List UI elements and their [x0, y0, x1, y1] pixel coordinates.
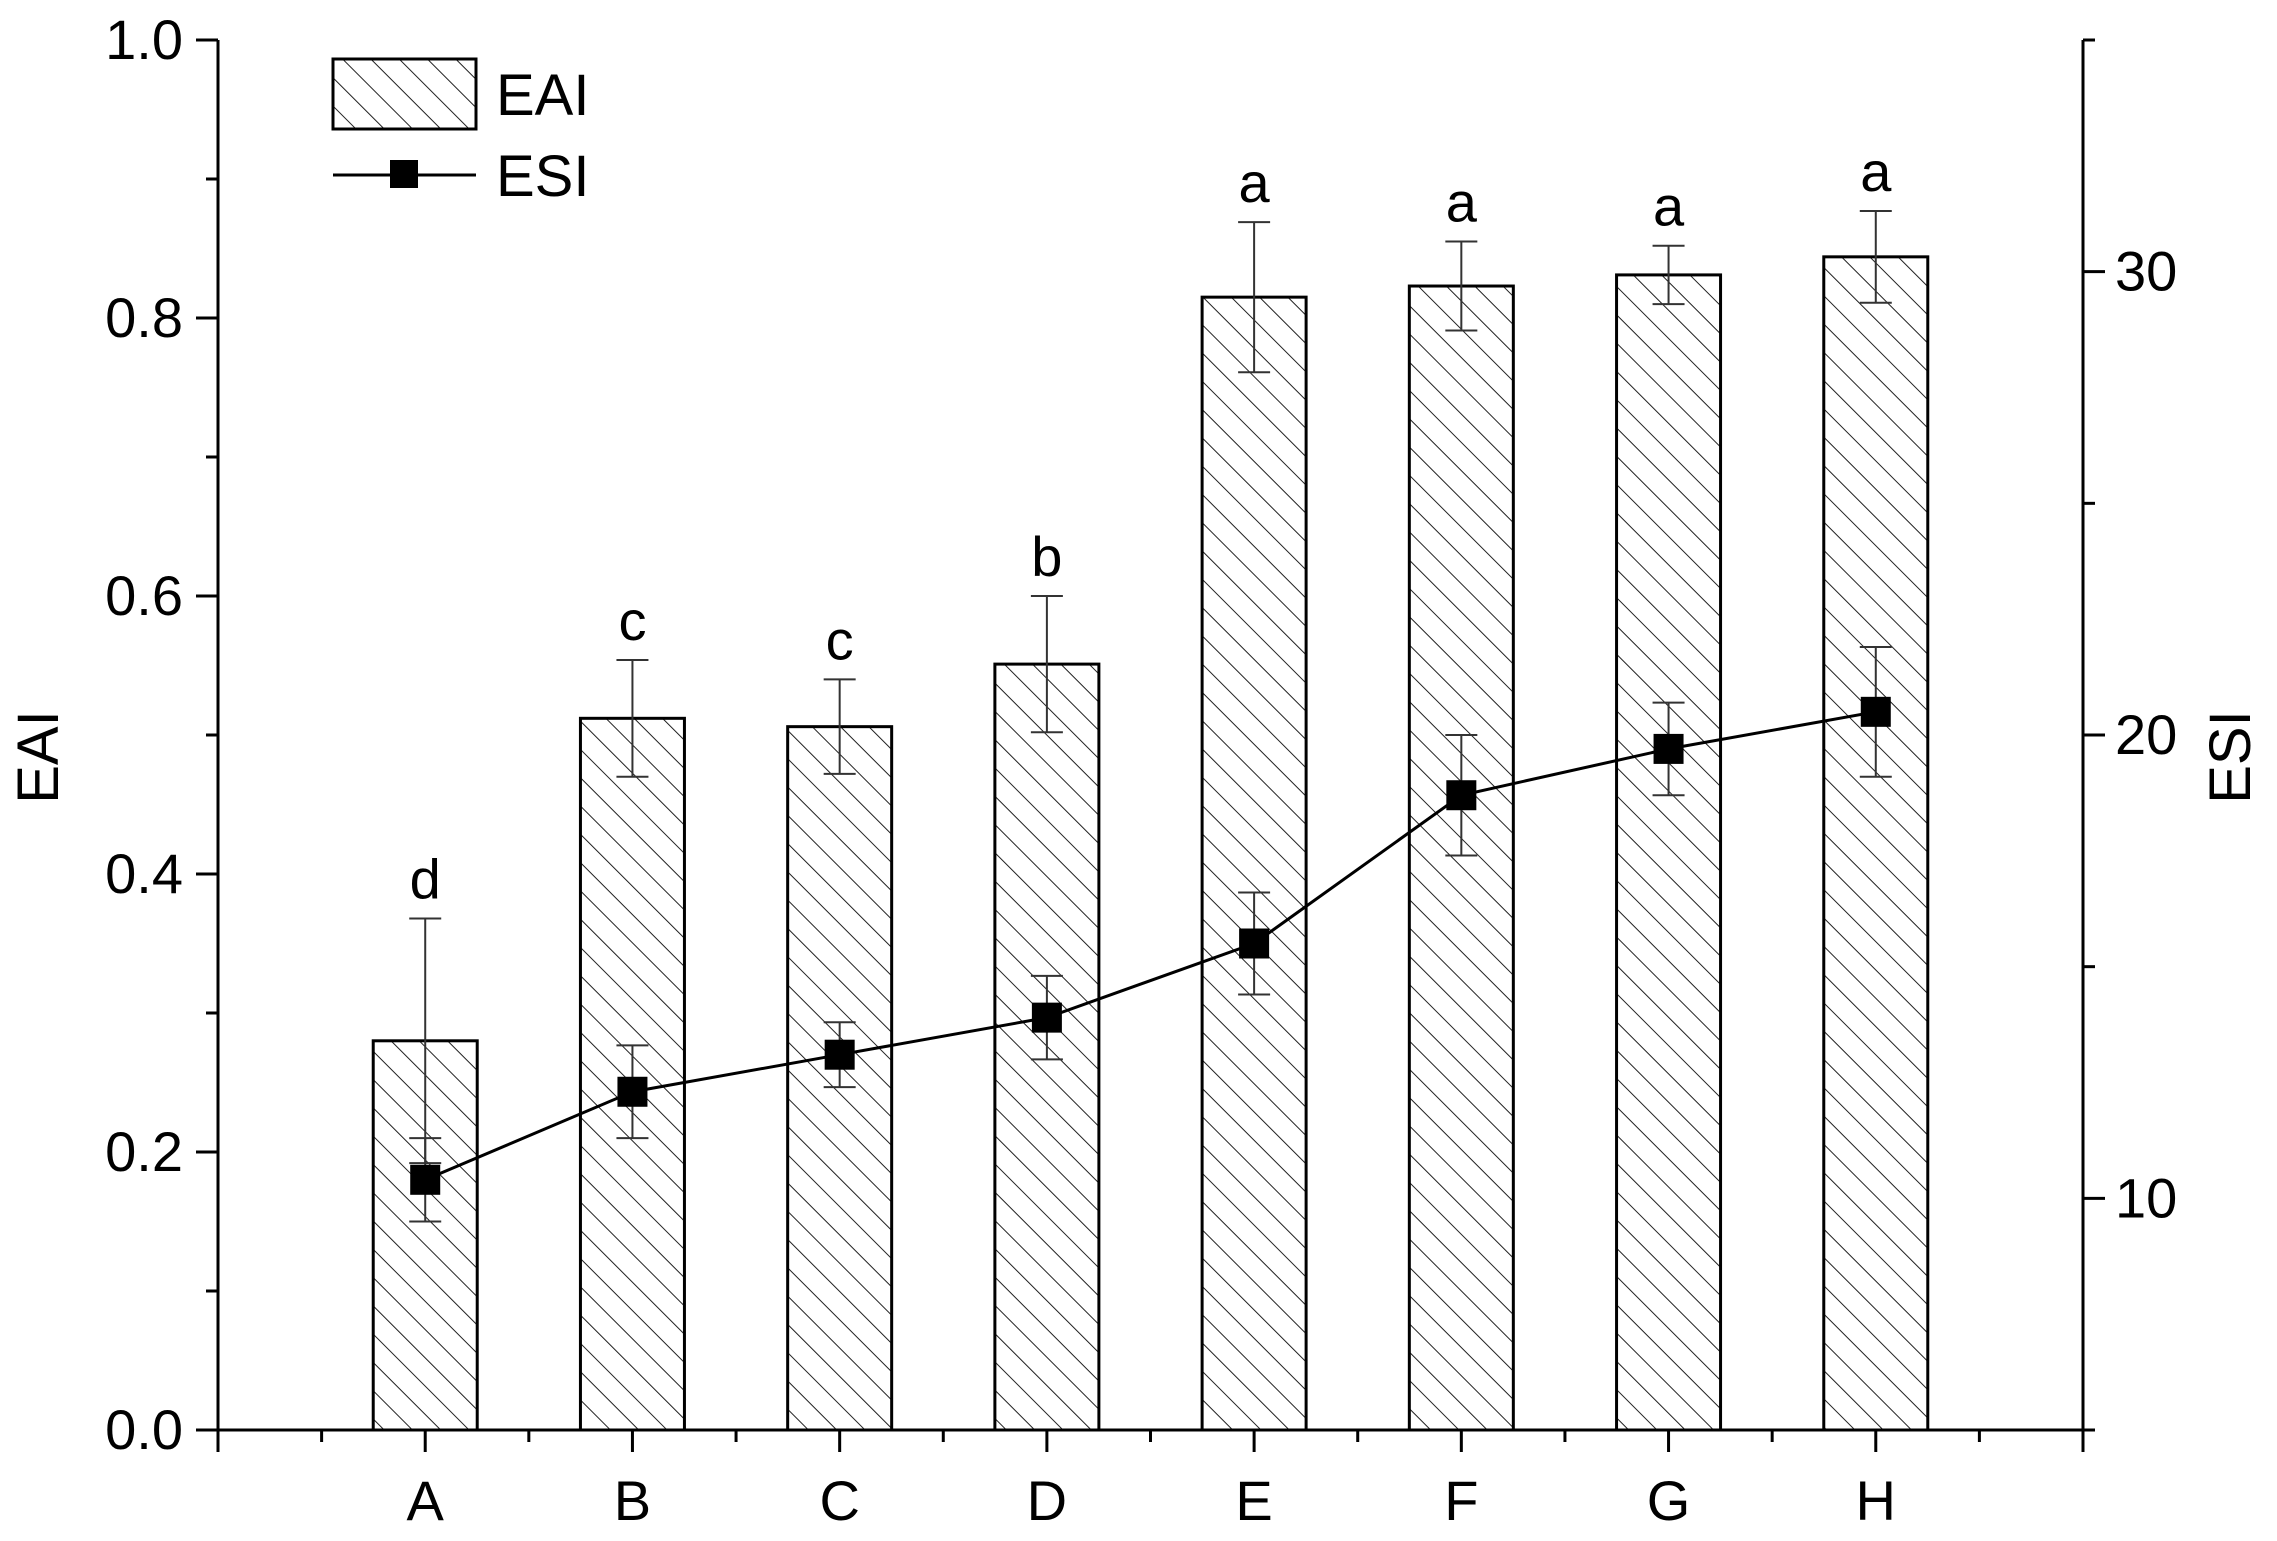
esi-point — [1860, 696, 1891, 727]
significance-label: c — [618, 589, 646, 652]
bars-layer: d c c b a a a a — [371, 140, 1930, 1432]
significance-label: d — [410, 847, 441, 910]
esi-point — [1239, 928, 1270, 959]
significance-label: c — [826, 608, 854, 671]
y-right-tick-label: 30 — [2115, 240, 2177, 303]
x-tick-label: D — [1027, 1469, 1067, 1532]
significance-label: a — [1860, 140, 1892, 203]
y-left-tick-label: 1.0 — [105, 8, 183, 71]
esi-point — [824, 1039, 855, 1070]
legend-eai-swatch — [331, 57, 478, 131]
eai-bar — [1822, 255, 1930, 1432]
axes-layer: 0.0 0.2 0.4 0.6 0.8 1.0 10 20 30 A B C D E F G H — [105, 8, 2177, 1532]
esi-line — [424, 710, 1877, 1182]
legend-esi-label: ESI — [496, 144, 590, 209]
eai-bar — [1200, 295, 1308, 1432]
eai-bar — [1615, 273, 1723, 1432]
y-axis-title-right: ESI — [2198, 710, 2263, 804]
esi-point — [1653, 733, 1684, 764]
significance-label: a — [1446, 171, 1478, 234]
y-right-tick-label: 20 — [2115, 703, 2177, 766]
legend-esi-marker — [390, 160, 418, 188]
x-tick-label: B — [614, 1469, 651, 1532]
y-axis-title-left: EAI — [6, 710, 71, 804]
y-right-tick-label: 10 — [2115, 1166, 2177, 1229]
y-left-tick-label: 0.8 — [105, 286, 183, 349]
legend: EAI ESI — [331, 57, 590, 209]
x-tick-label: E — [1235, 1469, 1272, 1532]
x-tick-label: H — [1856, 1469, 1896, 1532]
x-tick-label: G — [1647, 1469, 1691, 1532]
y-left-tick-label: 0.6 — [105, 564, 183, 627]
legend-eai-label: EAI — [496, 63, 590, 128]
significance-label: a — [1653, 175, 1685, 238]
esi-point — [617, 1076, 648, 1107]
y-left-tick-label: 0.2 — [105, 1120, 183, 1183]
y-left-tick-label: 0.4 — [105, 842, 183, 905]
esi-line-layer — [409, 645, 1892, 1223]
significance-label: b — [1031, 525, 1062, 588]
eai-bar — [1407, 284, 1515, 1432]
esi-point — [1031, 1002, 1062, 1033]
x-tick-label: C — [819, 1469, 859, 1532]
x-tick-label: F — [1444, 1469, 1478, 1532]
x-tick-label: A — [407, 1469, 445, 1532]
y-left-tick-label: 0.0 — [105, 1398, 183, 1461]
esi-point — [410, 1164, 441, 1195]
significance-label: a — [1239, 151, 1271, 214]
esi-point — [1446, 780, 1477, 811]
